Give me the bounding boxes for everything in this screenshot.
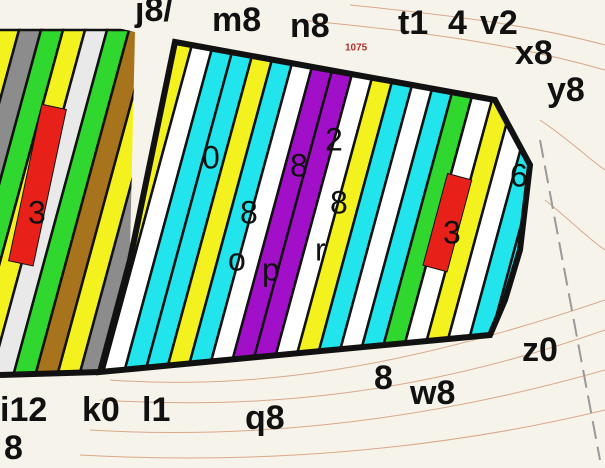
stripe	[330, 42, 450, 372]
stripe	[54, 28, 135, 375]
label: m8	[212, 1, 261, 39]
stripe	[183, 42, 303, 372]
label: l1	[142, 391, 170, 429]
label: y8	[547, 71, 585, 109]
stripe	[162, 42, 282, 372]
label: 8	[240, 194, 258, 230]
label: j8/	[134, 0, 173, 29]
stripe	[351, 42, 471, 372]
stripe	[225, 42, 345, 372]
stripe	[204, 42, 324, 372]
stripe	[100, 42, 219, 372]
label: 3	[28, 194, 46, 230]
stripe	[120, 42, 240, 372]
parcel-outline	[95, 38, 534, 376]
label: 8	[4, 429, 23, 467]
parcel-outline-left	[0, 369, 101, 378]
boundary-dashed	[539, 139, 601, 461]
label: 8	[374, 359, 393, 397]
label: o	[228, 241, 246, 277]
label: 8	[290, 147, 308, 183]
label: p	[262, 251, 280, 287]
red-strip	[422, 172, 473, 273]
label: t1	[398, 4, 428, 42]
stripe	[309, 42, 429, 372]
stripe	[32, 28, 135, 375]
label: 4	[448, 4, 467, 42]
label: 3	[443, 214, 461, 250]
stripe	[141, 42, 261, 372]
stripe	[372, 42, 492, 372]
label: r	[315, 231, 326, 267]
stripe	[267, 42, 387, 372]
parcel-number: 1075	[345, 43, 368, 54]
stripe	[76, 28, 135, 375]
label: n8	[290, 7, 330, 45]
label: w8	[409, 374, 455, 412]
label: z0	[522, 331, 558, 369]
label: i12	[0, 391, 47, 429]
label: 0	[202, 139, 220, 175]
label: 2	[325, 121, 343, 157]
label: x8	[515, 34, 553, 72]
label: k0	[82, 391, 120, 429]
label: 8	[330, 184, 348, 220]
red-strip	[8, 103, 67, 267]
label: v2	[480, 4, 518, 42]
label: q8	[245, 399, 285, 437]
stripe	[288, 42, 408, 372]
label: 6	[510, 157, 528, 193]
stripe	[246, 42, 366, 372]
